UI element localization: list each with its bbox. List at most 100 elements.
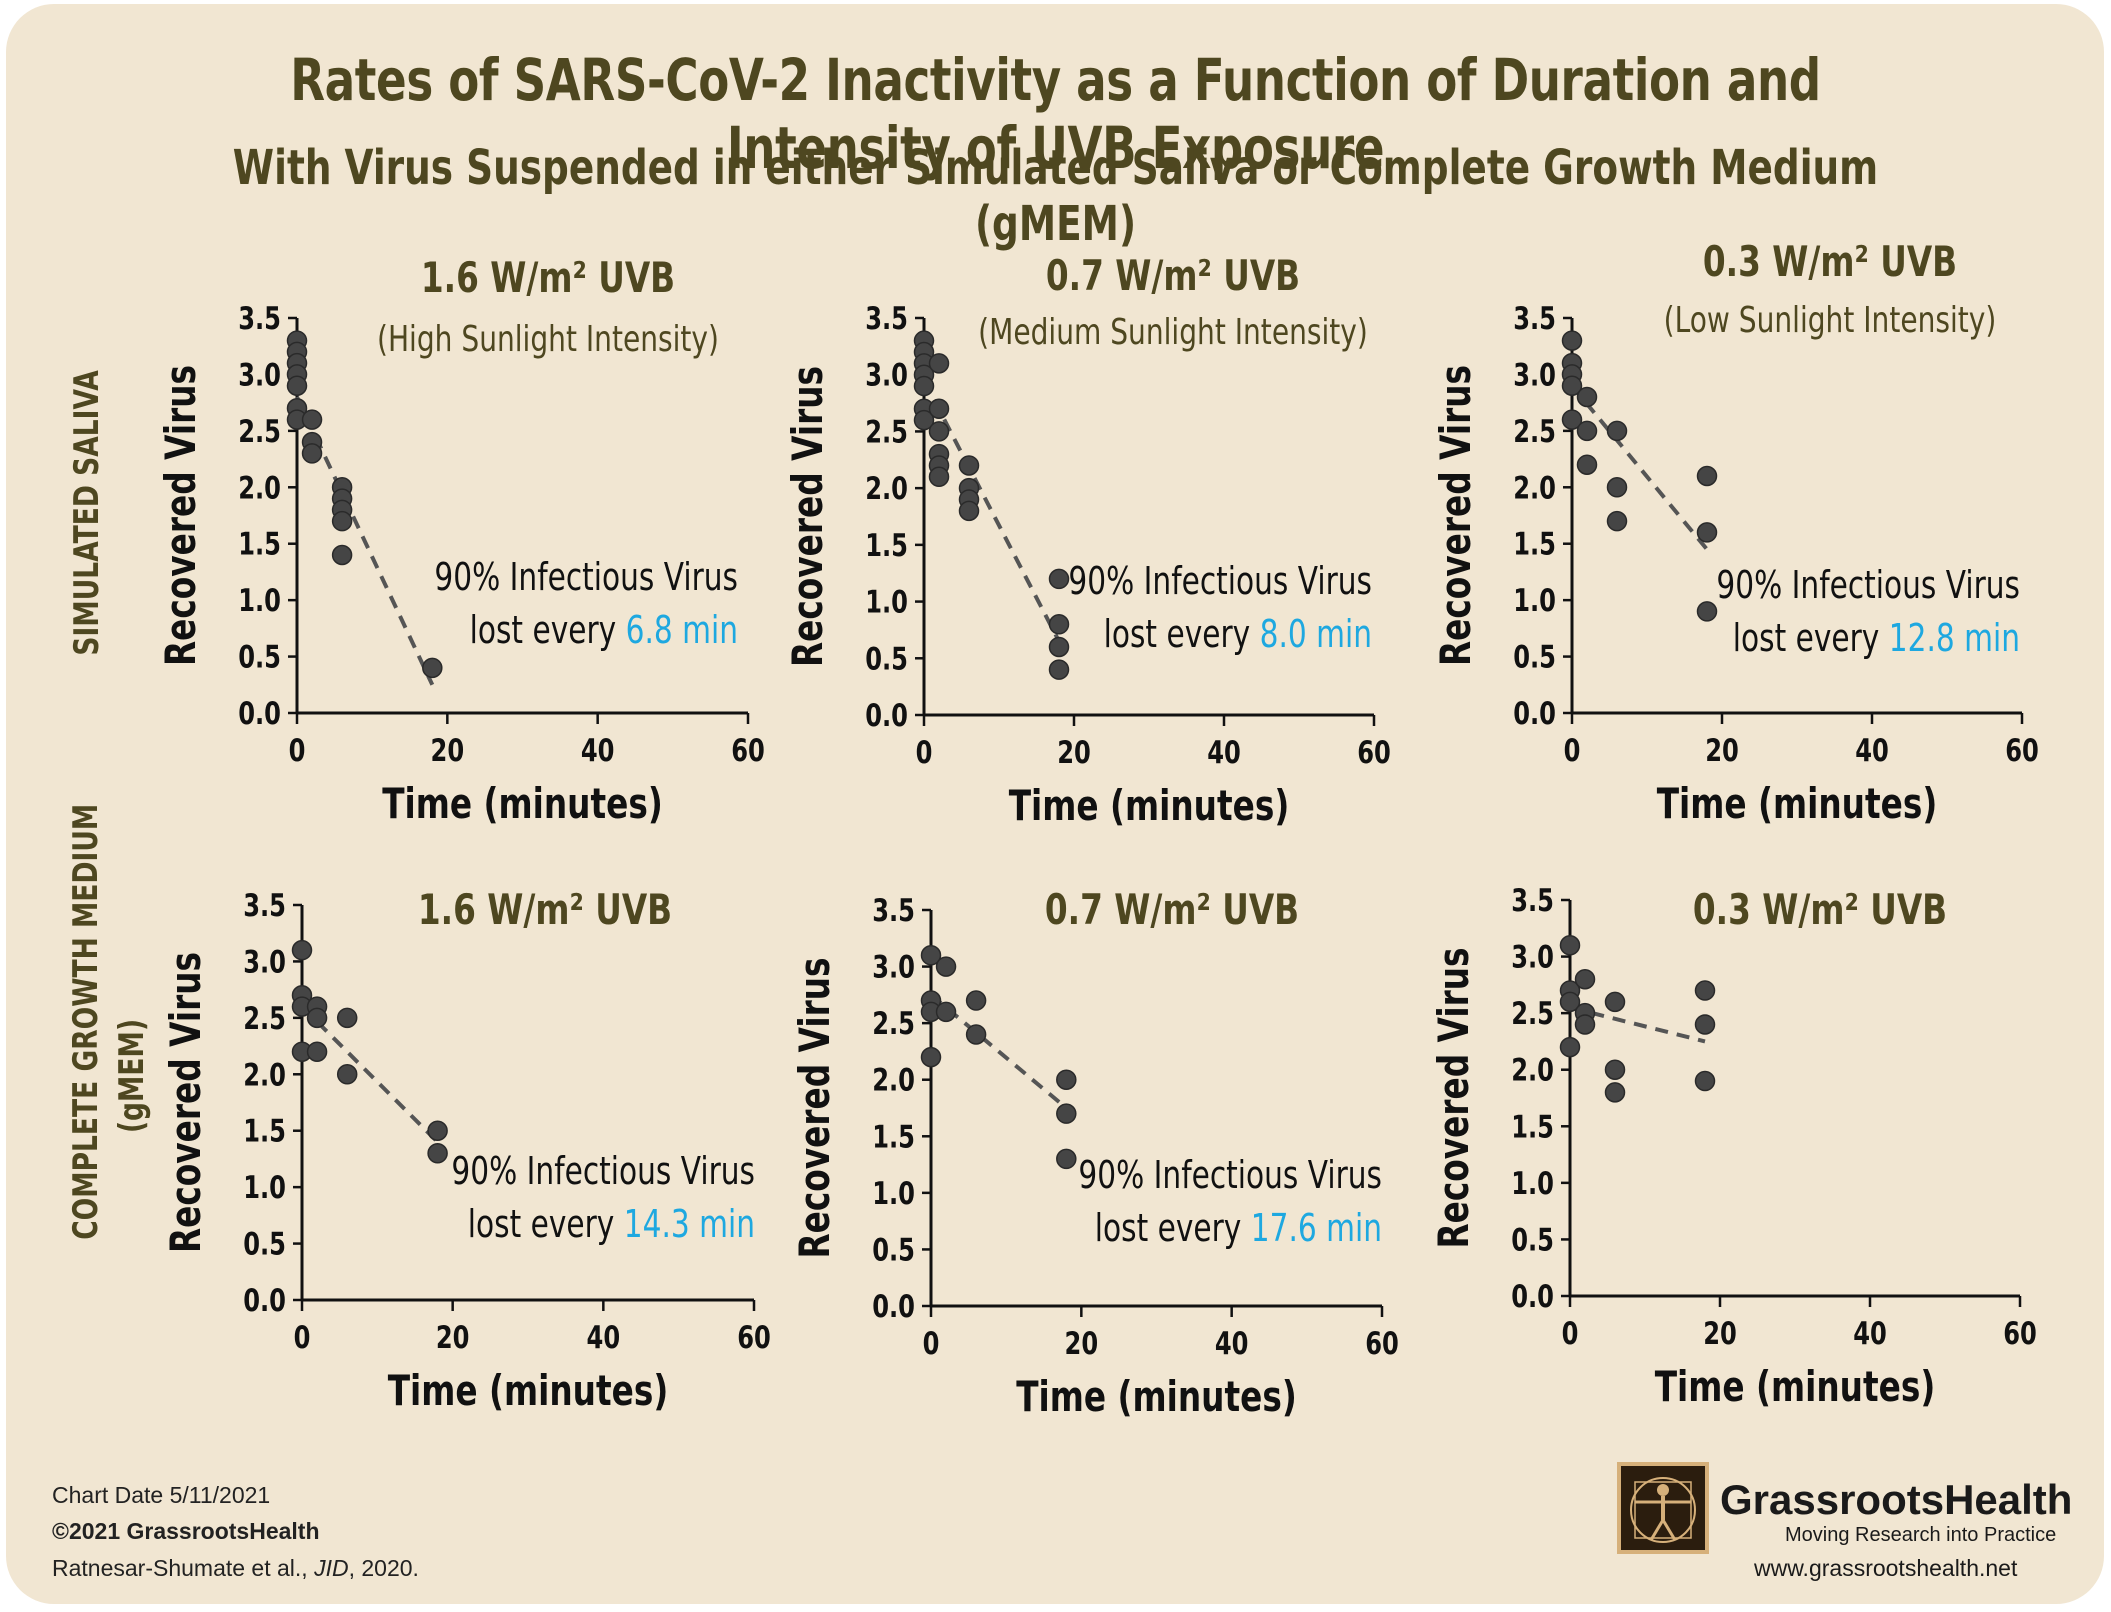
panel-3-data-point bbox=[1561, 330, 1583, 351]
panel-1-data-point bbox=[286, 375, 308, 396]
panel-6-data-point bbox=[1604, 991, 1626, 1013]
panel-5-x-tick-label: 60 bbox=[1365, 1325, 1399, 1362]
panel-6-y-tick-label: 2.0 bbox=[1511, 1052, 1554, 1089]
panel-6-y-tick-label: 2.5 bbox=[1511, 995, 1554, 1032]
panel-2-data-point bbox=[928, 398, 950, 419]
panel-3-annotation-line2: lost every 12.8 min bbox=[1733, 616, 2020, 661]
panel-6-x-tick-label: 60 bbox=[2003, 1315, 2037, 1352]
panel-2-y-tick-label: 0.5 bbox=[865, 640, 908, 677]
panel-2-annotation-line1: 90% Infectious Virus bbox=[1068, 559, 1372, 604]
panel-5-x-axis-label: Time (minutes) bbox=[1016, 1372, 1297, 1421]
panel-4-x-tick-label: 0 bbox=[294, 1319, 311, 1356]
panel-5-y-tick-label: 3.5 bbox=[872, 892, 915, 929]
panel-1-x-tick-label: 0 bbox=[289, 732, 306, 769]
chart-title: Rates of SARS-CoV-2 Inactivity as a Func… bbox=[290, 46, 1821, 182]
panel-4-x-tick-label: 40 bbox=[587, 1319, 621, 1356]
panel-1-x-tick-label: 40 bbox=[581, 732, 615, 769]
panel-4-annotation-line2: lost every 14.3 min bbox=[468, 1202, 755, 1247]
panel-1-subtitle: (High Sunlight Intensity) bbox=[377, 318, 719, 360]
panel-1-y-tick-label: 1.5 bbox=[238, 526, 281, 563]
panel-1-annotation-value: 6.8 min bbox=[626, 608, 738, 653]
panel-3-y-tick-label: 3.0 bbox=[1513, 356, 1556, 393]
panel-3-data-point bbox=[1606, 477, 1628, 498]
panel-5-data-point bbox=[920, 945, 942, 966]
panel-2-data-point bbox=[928, 466, 950, 488]
panel-1-y-axis-label: Recovered Virus bbox=[156, 365, 205, 666]
panel-5-x-tick-label: 40 bbox=[1215, 1325, 1249, 1362]
panel-4-y-tick-label: 3.5 bbox=[243, 887, 286, 924]
panel-2-annotation-value: 8.0 min bbox=[1260, 612, 1372, 657]
panel-6-data-point bbox=[1559, 991, 1581, 1013]
panel-3-y-tick-label: 2.0 bbox=[1513, 469, 1556, 506]
panel-3-data-point bbox=[1606, 420, 1628, 442]
panel-1-x-tick-label: 60 bbox=[731, 732, 765, 769]
panel-3-data-point bbox=[1696, 465, 1718, 487]
panel-4-annotation-prefix: lost every bbox=[468, 1202, 624, 1247]
panel-2-x-tick-label: 0 bbox=[916, 734, 933, 771]
panel-2-trend-line bbox=[922, 379, 1061, 643]
panel-6-x-axis-label: Time (minutes) bbox=[1655, 1362, 1936, 1411]
panel-3-x-tick-label: 40 bbox=[1855, 732, 1889, 769]
panel-6-data-point bbox=[1694, 1014, 1716, 1035]
panel-1-y-tick-label: 0.5 bbox=[238, 639, 281, 676]
panel-5-data-point bbox=[920, 1046, 942, 1068]
panel-4-y-tick-label: 1.0 bbox=[243, 1169, 286, 1206]
panel-5-data-point bbox=[1056, 1148, 1077, 1170]
panel-2-annotation-prefix: lost every bbox=[1104, 612, 1260, 657]
panel-1-title: 1.6 W/m² UVB bbox=[421, 253, 675, 302]
panel-4-x-tick-label: 20 bbox=[436, 1319, 470, 1356]
panel-1-y-tick-label: 0.0 bbox=[238, 695, 281, 732]
panel-3-title: 0.3 W/m² UVB bbox=[1703, 237, 1957, 286]
panel-2-y-tick-label: 2.0 bbox=[865, 470, 908, 507]
panel-1-annotation-line1: 90% Infectious Virus bbox=[434, 555, 738, 600]
panel-3-y-axis-label: Recovered Virus bbox=[1431, 365, 1480, 666]
panel-6-y-tick-label: 3.5 bbox=[1511, 882, 1554, 919]
panel-3-y-tick-label: 3.5 bbox=[1513, 300, 1556, 337]
panel-5-y-tick-label: 2.5 bbox=[872, 1005, 915, 1042]
panel-2-title: 0.7 W/m² UVB bbox=[1046, 251, 1300, 300]
panel-3-x-tick-label: 60 bbox=[2005, 732, 2039, 769]
panel-2-y-axis-label: Recovered Virus bbox=[783, 366, 832, 667]
panel-1-y-tick-label: 2.5 bbox=[238, 413, 281, 450]
panel-5-data-point bbox=[965, 1024, 987, 1045]
brand-url[interactable]: www.grassrootshealth.net bbox=[1754, 1555, 2018, 1581]
panel-1-y-tick-label: 3.0 bbox=[238, 356, 281, 393]
panel-6-data-point bbox=[1604, 1082, 1626, 1103]
panel-5-annotation-line2: lost every 17.6 min bbox=[1095, 1206, 1382, 1251]
panel-6-x-tick-label: 20 bbox=[1703, 1315, 1737, 1352]
panel-2-data-point bbox=[1048, 568, 1070, 590]
panel-5-y-tick-label: 3.0 bbox=[872, 949, 915, 986]
panel-5-x-tick-label: 0 bbox=[923, 1325, 940, 1362]
panel-2-data-point bbox=[1048, 614, 1070, 635]
panel-2-data-point bbox=[1048, 636, 1070, 658]
panel-6-y-tick-label: 1.0 bbox=[1511, 1165, 1554, 1202]
panel-3-data-point bbox=[1696, 601, 1718, 622]
panel-6-y-axis-label: Recovered Virus bbox=[1429, 947, 1478, 1248]
panel-6-data-point bbox=[1604, 1059, 1626, 1080]
panel-2-data-point bbox=[928, 421, 950, 442]
panel-4-data-point bbox=[336, 1064, 358, 1085]
panel-5-data-point bbox=[935, 1001, 957, 1023]
panel-2-y-tick-label: 1.0 bbox=[865, 584, 908, 621]
brand-tagline: Moving Research into Practice bbox=[1785, 1524, 2057, 1546]
panel-2-y-tick-label: 1.5 bbox=[865, 527, 908, 564]
panel-3-data-point bbox=[1576, 386, 1598, 408]
panel-3-annotation-line1: 90% Infectious Virus bbox=[1716, 563, 2020, 608]
vitruvian-man-icon bbox=[1617, 1462, 1709, 1554]
panel-1-y-tick-label: 2.0 bbox=[238, 469, 281, 506]
panel-4-annotation-line1: 90% Infectious Virus bbox=[451, 1149, 755, 1194]
panel-2-x-tick-label: 40 bbox=[1207, 734, 1241, 771]
panel-3-data-point bbox=[1696, 522, 1718, 543]
panel-4-data-point bbox=[306, 1041, 328, 1062]
panel-4-x-axis-label: Time (minutes) bbox=[388, 1366, 669, 1415]
panel-1-data-point bbox=[331, 510, 353, 532]
panel-5-y-axis-label: Recovered Virus bbox=[790, 957, 839, 1258]
panel-4-data-point bbox=[427, 1143, 448, 1164]
panel-1-x-axis-label: Time (minutes) bbox=[382, 779, 663, 828]
panel-2-y-tick-label: 3.0 bbox=[865, 357, 908, 394]
panel-1-annotation-line2: lost every 6.8 min bbox=[470, 608, 738, 653]
panel-6-y-tick-label: 0.5 bbox=[1511, 1221, 1554, 1258]
panel-1-data-point bbox=[331, 544, 353, 566]
panel-6-data-point bbox=[1574, 968, 1596, 990]
panel-3-annotation-prefix: lost every bbox=[1733, 616, 1889, 661]
